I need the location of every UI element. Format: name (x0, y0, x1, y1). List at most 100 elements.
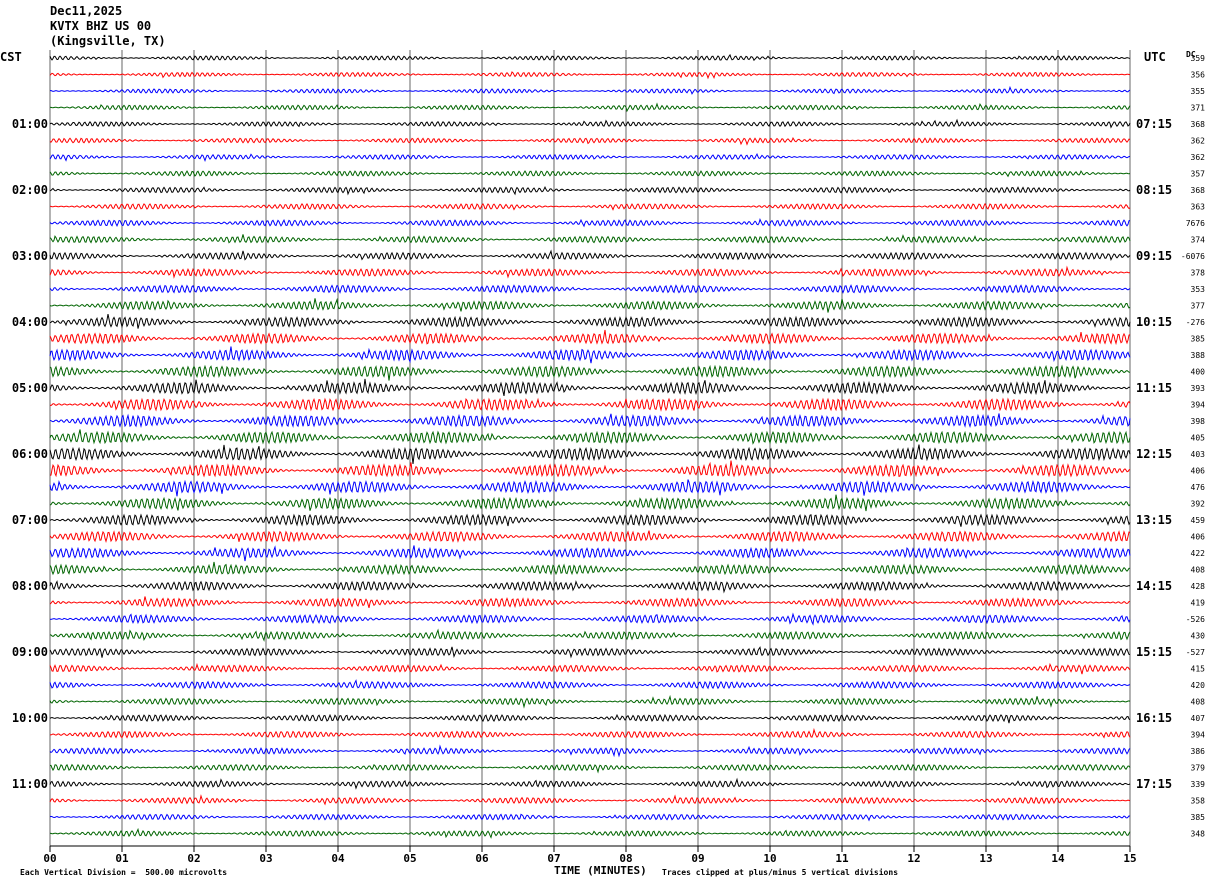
trace-row (49, 234, 1131, 244)
dc-offset-value: -276 (1186, 318, 1205, 327)
dc-offset-value: 408 (1191, 698, 1206, 707)
right-hour-label: 07:15 (1136, 117, 1172, 131)
trace-row (49, 53, 1131, 62)
dc-offset-value: 379 (1191, 764, 1206, 773)
dc-offset-value: 393 (1191, 384, 1206, 393)
dc-offset-value: 339 (1191, 780, 1206, 789)
dc-offset-value: 388 (1191, 351, 1206, 360)
trace-row (49, 628, 1131, 642)
right-hour-label: 09:15 (1136, 249, 1172, 263)
left-hour-label: 02:00 (12, 183, 48, 197)
trace-row (49, 265, 1131, 279)
dc-offset-value: 419 (1191, 599, 1206, 608)
dc-offset-value: 398 (1191, 417, 1206, 426)
trace-row (49, 297, 1131, 313)
dc-offset-value: 374 (1191, 236, 1206, 245)
dc-offset-value: 358 (1191, 797, 1206, 806)
trace-row (49, 218, 1131, 228)
right-timezone-label: UTC (1144, 50, 1166, 64)
dc-offset-value: 476 (1191, 483, 1206, 492)
dc-offset-value: 385 (1191, 335, 1206, 344)
trace-row (49, 596, 1131, 609)
dc-offset-value: 392 (1191, 500, 1206, 509)
x-tick-label: 00 (43, 852, 56, 865)
trace-row (49, 713, 1131, 724)
dc-offset-value: 371 (1191, 104, 1206, 113)
trace-row (49, 460, 1131, 478)
trace-row (49, 329, 1131, 346)
trace-row (49, 694, 1131, 709)
dc-offset-value: 362 (1191, 137, 1206, 146)
trace-row (49, 444, 1131, 465)
left-hour-label: 04:00 (12, 315, 48, 329)
location-label: (Kingsville, TX) (50, 34, 166, 48)
left-hour-label: 01:00 (12, 117, 48, 131)
trace-row (49, 561, 1131, 576)
dc-offset-value: 353 (1191, 285, 1206, 294)
dc-offset-value: 368 (1191, 186, 1206, 195)
right-hour-label: 17:15 (1136, 777, 1172, 791)
trace-row (49, 397, 1131, 412)
dc-offset-value: 420 (1191, 681, 1206, 690)
left-hour-label: 05:00 (12, 381, 48, 395)
station-label: KVTX BHZ US 00 (50, 19, 152, 33)
trace-row (49, 118, 1131, 129)
trace-row (49, 479, 1131, 497)
dc-offset-value: 430 (1191, 632, 1206, 641)
dc-offset-value: 400 (1191, 368, 1206, 377)
trace-row (49, 679, 1131, 690)
dc-offset-value: 355 (1191, 87, 1206, 96)
right-hour-label: 15:15 (1136, 645, 1172, 659)
trace-row (49, 813, 1131, 822)
scale-note: Each Vertical Division = 500.00 microvol… (20, 868, 228, 877)
dc-offset-value: 406 (1191, 533, 1206, 542)
trace-row (49, 137, 1131, 146)
left-hour-label: 10:00 (12, 711, 48, 725)
clip-note: Traces clipped at plus/minus 5 vertical … (662, 868, 899, 877)
right-hour-label: 10:15 (1136, 315, 1172, 329)
trace-row (49, 763, 1131, 774)
trace-row (49, 202, 1131, 211)
plot-date: Dec11,2025 (50, 4, 123, 18)
x-tick-label: 11 (835, 852, 849, 865)
dc-offset-value: 356 (1191, 71, 1206, 80)
x-tick-label: 07 (547, 852, 560, 865)
dc-offset-value: 408 (1191, 566, 1206, 575)
dc-offset-value: 378 (1191, 269, 1206, 278)
left-hour-label: 11:00 (12, 777, 48, 791)
right-hour-label: 14:15 (1136, 579, 1172, 593)
dc-offset-value: 385 (1191, 813, 1206, 822)
trace-row (49, 170, 1131, 178)
dc-offset-value: 459 (1191, 516, 1206, 525)
trace-row (49, 284, 1131, 294)
dc-offset-value: 407 (1191, 714, 1206, 723)
x-axis-ticks: 00 01 02 03 04 05 06 07 08 09 10 11 12 13 14 15 (43, 846, 1137, 865)
left-hour-label: 06:00 (12, 447, 48, 461)
trace-row (49, 186, 1131, 196)
right-hour-label: 11:15 (1136, 381, 1172, 395)
trace-row (49, 530, 1131, 544)
x-tick-label: 15 (1123, 852, 1136, 865)
dc-offset-value: 406 (1191, 467, 1206, 476)
trace-row (49, 85, 1131, 95)
dc-offset-value: 348 (1191, 830, 1206, 839)
dc-offset-column: 359 356 355 371 368 362 362 357 368 363 7676 374 -60… (1181, 54, 1205, 839)
seismic-traces (49, 53, 1131, 839)
x-tick-label: 04 (331, 852, 345, 865)
dc-offset-value: 7676 (1186, 219, 1205, 228)
trace-row (49, 346, 1131, 364)
x-tick-label: 14 (1051, 852, 1065, 865)
right-hour-labels: 07:15 08:15 09:15 10:15 11:15 12:15 13:15 14:15… (1136, 117, 1172, 791)
dc-offset-value: 428 (1191, 582, 1206, 591)
dc-offset-value: 363 (1191, 203, 1206, 212)
dc-offset-value: 368 (1191, 120, 1206, 129)
trace-row (49, 152, 1131, 163)
trace-row (49, 378, 1131, 397)
dc-offset-value: 415 (1191, 665, 1206, 674)
trace-row (49, 744, 1131, 758)
left-hour-label: 09:00 (12, 645, 48, 659)
x-axis-title: TIME (MINUTES) (554, 864, 647, 877)
dc-offset-value: 403 (1191, 450, 1206, 459)
x-tick-label: 10 (763, 852, 776, 865)
